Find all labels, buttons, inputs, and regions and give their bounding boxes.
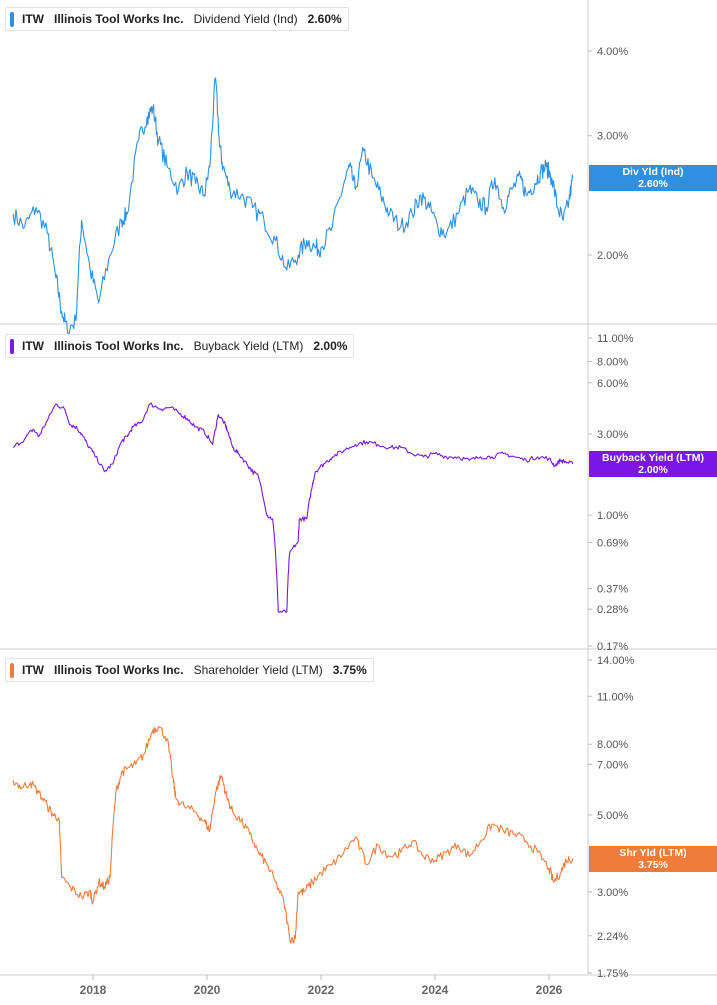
series-line <box>12 77 574 338</box>
legend-company: Illinois Tool Works Inc. <box>54 663 184 677</box>
y-tick-label: 3.00% <box>597 131 628 143</box>
y-tick-label: 0.37% <box>597 584 628 596</box>
legend-metric: Shareholder Yield (LTM) <box>193 663 323 677</box>
legend-company: Illinois Tool Works Inc. <box>54 339 184 353</box>
series-line <box>12 725 574 944</box>
x-tick-label: 2026 <box>536 983 563 997</box>
flag-value: 2.60% <box>638 178 668 190</box>
y-tick-label: 3.00% <box>597 429 628 441</box>
buyback-yield-value-flag: Buyback Yield (LTM) 2.00% <box>589 451 717 477</box>
y-tick-label: 2.00% <box>597 250 628 262</box>
y-tick-label: 3.00% <box>597 887 628 899</box>
y-tick-label: 14.00% <box>597 655 635 667</box>
series-color-swatch <box>10 338 14 354</box>
legend-buyback-yield[interactable]: ITW Illinois Tool Works Inc. Buyback Yie… <box>5 334 355 358</box>
x-tick-label: 2020 <box>194 983 221 997</box>
flag-value: 3.75% <box>638 859 668 871</box>
series-color-swatch <box>10 11 14 27</box>
legend-company: Illinois Tool Works Inc. <box>54 12 184 26</box>
flag-label: Div Yld (Ind) <box>622 166 684 178</box>
y-tick-label: 5.00% <box>597 810 628 822</box>
y-tick-label: 4.00% <box>597 46 628 58</box>
y-tick-label: 0.28% <box>597 604 628 616</box>
legend-value: 3.75% <box>332 663 367 677</box>
dividend-yield-value-flag: Div Yld (Ind) 2.60% <box>589 165 717 191</box>
y-tick-label: 2.24% <box>597 931 628 943</box>
flag-label: Buyback Yield (LTM) <box>602 452 704 464</box>
legend-ticker: ITW <box>22 663 44 677</box>
x-tick-label: 2022 <box>308 983 335 997</box>
legend-metric: Dividend Yield (Ind) <box>193 12 298 26</box>
y-tick-label: 8.00% <box>597 357 628 369</box>
y-tick-label: 0.17% <box>597 641 628 653</box>
flag-label: Shr Yld (LTM) <box>619 847 687 859</box>
x-tick-label: 2018 <box>80 983 107 997</box>
legend-ticker: ITW <box>22 12 44 26</box>
legend-metric: Buyback Yield (LTM) <box>193 339 304 353</box>
y-tick-label: 1.00% <box>597 510 628 522</box>
flag-value: 2.00% <box>638 464 668 476</box>
x-tick-label: 2024 <box>422 983 449 997</box>
series-color-swatch <box>10 662 14 678</box>
legend-value: 2.00% <box>313 339 348 353</box>
y-tick-label: 6.00% <box>597 378 628 390</box>
y-tick-label: 1.75% <box>597 968 628 980</box>
legend-shareholder-yield[interactable]: ITW Illinois Tool Works Inc. Shareholder… <box>5 658 374 682</box>
y-tick-label: 11.00% <box>597 333 634 345</box>
legend-dividend-yield[interactable]: ITW Illinois Tool Works Inc. Dividend Yi… <box>5 7 349 31</box>
legend-value: 2.60% <box>307 12 342 26</box>
y-tick-label: 7.00% <box>597 759 628 771</box>
legend-ticker: ITW <box>22 339 44 353</box>
series-line <box>12 402 574 613</box>
y-tick-label: 0.69% <box>597 538 628 550</box>
shareholder-yield-value-flag: Shr Yld (LTM) 3.75% <box>589 846 717 872</box>
y-tick-label: 8.00% <box>597 739 628 751</box>
y-tick-label: 11.00% <box>597 691 634 703</box>
